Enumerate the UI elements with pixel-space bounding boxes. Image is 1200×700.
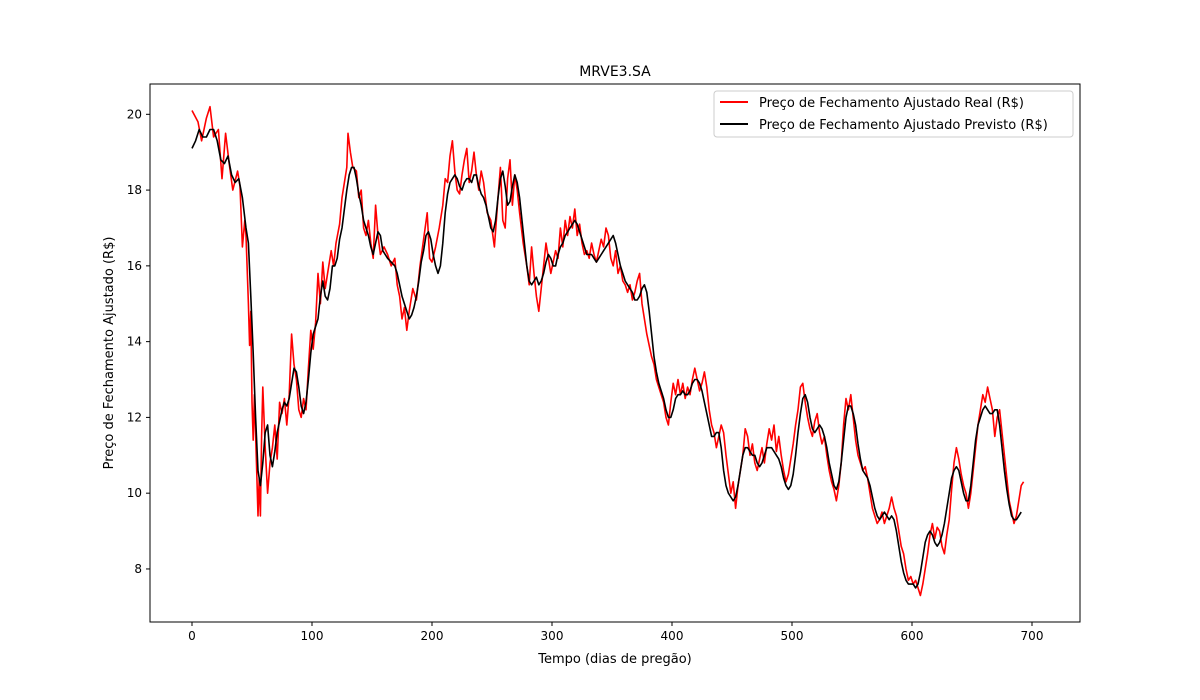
legend: Preço de Fechamento Ajustado Real (R$) P…: [713, 90, 1074, 138]
y-tick-label: 14: [127, 335, 142, 349]
y-tick-label: 20: [127, 107, 142, 121]
x-tick-label: 500: [781, 629, 804, 643]
y-tick-label: 18: [127, 183, 142, 197]
x-tick-label: 200: [421, 629, 444, 643]
y-axis-label: Preço de Fechamento Ajustado (R$): [102, 237, 117, 470]
x-tick-label: 100: [301, 629, 324, 643]
x-tick-label: 600: [901, 629, 924, 643]
legend-label-predicted: Preço de Fechamento Ajustado Previsto (R…: [759, 118, 1048, 133]
y-axis-ticks: 8 10 12 14 16 18 20: [127, 107, 150, 576]
series-real-line: [191, 105, 1025, 597]
plot-lines: [191, 105, 1025, 597]
y-tick-label: 10: [127, 486, 142, 500]
y-tick-label: 8: [134, 562, 142, 576]
x-tick-label: 300: [541, 629, 564, 643]
x-axis-ticks: 0 100 200 300 400 500 600 700: [188, 622, 1043, 643]
x-tick-label: 400: [661, 629, 684, 643]
y-tick-label: 16: [127, 259, 142, 273]
x-axis-label: Tempo (dias de pregão): [537, 652, 691, 667]
y-tick-label: 12: [127, 410, 142, 424]
chart-title: MRVE3.SA: [579, 64, 651, 80]
x-tick-label: 700: [1021, 629, 1044, 643]
plot-frame: [149, 83, 1081, 623]
series-predicted-line: [191, 128, 1022, 589]
legend-label-real: Preço de Fechamento Ajustado Real (R$): [759, 96, 1024, 111]
x-tick-label: 0: [188, 629, 196, 643]
legend-box: [713, 90, 1074, 138]
